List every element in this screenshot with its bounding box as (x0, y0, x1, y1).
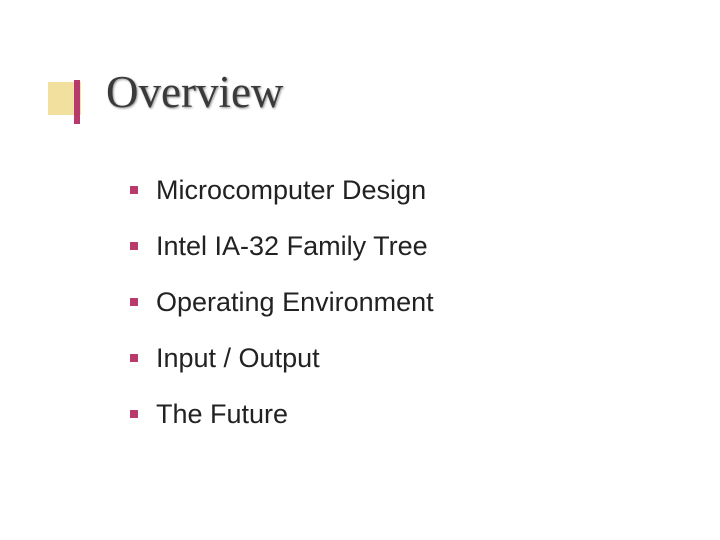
slide: Overview Microcomputer Design Intel IA-32… (0, 0, 720, 540)
bullet-text: Intel IA-32 Family Tree (156, 231, 428, 262)
bullet-item: Input / Output (130, 330, 434, 386)
bullet-text: The Future (156, 399, 288, 430)
bullet-marker-icon (130, 410, 138, 418)
bullet-text: Operating Environment (156, 287, 434, 318)
bullet-marker-icon (130, 186, 138, 194)
bullet-marker-icon (130, 298, 138, 306)
bullet-item: Operating Environment (130, 274, 434, 330)
bullet-item: The Future (130, 386, 434, 442)
bullet-text: Microcomputer Design (156, 175, 426, 206)
bullet-marker-icon (130, 354, 138, 362)
accent-bar (74, 80, 80, 124)
bullet-text: Input / Output (156, 343, 320, 374)
slide-title: Overview (106, 70, 283, 115)
bullet-marker-icon (130, 242, 138, 250)
bullet-list: Microcomputer Design Intel IA-32 Family T… (130, 162, 434, 442)
bullet-item: Microcomputer Design (130, 162, 434, 218)
bullet-item: Intel IA-32 Family Tree (130, 218, 434, 274)
